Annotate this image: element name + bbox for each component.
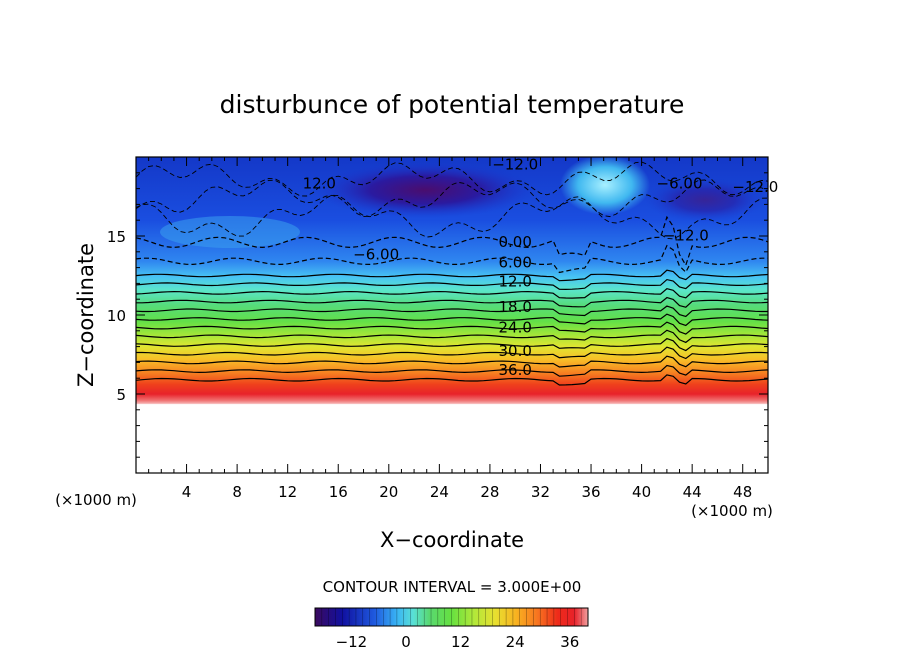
positive-contour-line xyxy=(136,355,768,368)
x-axis-unit-right: (×1000 m) xyxy=(691,502,773,520)
warm-anomaly-region-west xyxy=(160,216,300,248)
contour-label: 12.0 xyxy=(498,273,531,291)
positive-contour-line xyxy=(136,337,768,352)
contour-label: 24.0 xyxy=(498,318,531,336)
contour-label: 6.00 xyxy=(498,254,531,272)
x-axis-unit-left: (×1000 m) xyxy=(55,491,137,509)
x-tick-label: 28 xyxy=(480,483,499,501)
x-axis: 4 8 12 16 20 24 28 32 36 40 44 48 xyxy=(148,157,756,501)
colorbar-tick-label: 0 xyxy=(401,633,411,651)
x-tick-label: 20 xyxy=(379,483,398,501)
contour-label: 0.00 xyxy=(498,233,531,251)
x-tick-label: 8 xyxy=(232,483,242,501)
contour-label: 12.0 xyxy=(303,175,336,193)
contour-label: 36.0 xyxy=(498,361,531,379)
positive-contour-line xyxy=(136,346,768,360)
positive-contour-line xyxy=(136,313,768,327)
contour-label: 18.0 xyxy=(498,298,531,316)
colorbar-tick-label: 36 xyxy=(560,633,579,651)
y-axis: 5 10 15 xyxy=(107,172,768,458)
contour-interval-text: CONTOUR INTERVAL = 3.000E+00 xyxy=(323,578,582,596)
positive-contour-line xyxy=(136,305,768,318)
warm-anomaly-region xyxy=(560,157,650,215)
negative-contour-line xyxy=(136,194,768,240)
colorbar-ticks: −12 0 12 24 36 xyxy=(336,633,580,651)
x-tick-label: 24 xyxy=(430,483,449,501)
contour-label: −12.0 xyxy=(663,227,709,245)
contour-label: −12.0 xyxy=(732,178,778,196)
x-tick-label: 32 xyxy=(531,483,550,501)
y-tick-label: 5 xyxy=(116,386,126,404)
positive-contour-line xyxy=(136,269,768,282)
positive-contour-line xyxy=(136,288,768,299)
plot-area xyxy=(136,157,768,473)
negative-contour-line xyxy=(136,161,768,197)
x-tick-label: 4 xyxy=(182,483,192,501)
contour-label: −12.0 xyxy=(492,156,538,174)
cold-core-region-east xyxy=(645,178,765,222)
contour-label: −6.00 xyxy=(353,246,399,264)
negative-contour-line xyxy=(136,244,768,274)
colorbar-tick-label: 12 xyxy=(451,633,470,651)
positive-contour-line xyxy=(136,364,768,377)
chart-title: disturbunce of potential temperature xyxy=(220,90,685,119)
contour-label-layer: 0.006.0012.018.024.030.036.0−6.00−6.00−1… xyxy=(303,156,779,379)
negative-contour-line xyxy=(136,215,768,267)
contour-label: −6.00 xyxy=(657,175,703,193)
negative-contour-line xyxy=(136,179,768,218)
contour-label: 30.0 xyxy=(498,342,531,360)
x-tick-label: 16 xyxy=(329,483,348,501)
colorbar-segments xyxy=(321,608,582,626)
x-tick-label: 12 xyxy=(278,483,297,501)
y-tick-label: 15 xyxy=(107,228,126,246)
x-tick-label: 40 xyxy=(632,483,651,501)
cold-core-region xyxy=(315,162,535,218)
positive-contour-line xyxy=(136,374,768,386)
contour-lines xyxy=(136,161,768,386)
colorbar-tick-label: 24 xyxy=(506,633,525,651)
colorbar: −12 0 12 24 36 xyxy=(314,607,589,651)
positive-contour-line xyxy=(136,278,768,291)
x-tick-label: 48 xyxy=(733,483,752,501)
positive-contour-line xyxy=(136,329,768,344)
x-axis-label: X−coordinate xyxy=(380,528,524,552)
y-tick-label: 10 xyxy=(107,307,126,325)
x-tick-label: 44 xyxy=(683,483,702,501)
y-axis-label: Z−coordinate xyxy=(74,243,98,387)
positive-contour-line xyxy=(136,321,768,335)
colorbar-tick-label: −12 xyxy=(336,633,368,651)
positive-contour-line xyxy=(136,296,768,308)
x-tick-label: 36 xyxy=(581,483,600,501)
